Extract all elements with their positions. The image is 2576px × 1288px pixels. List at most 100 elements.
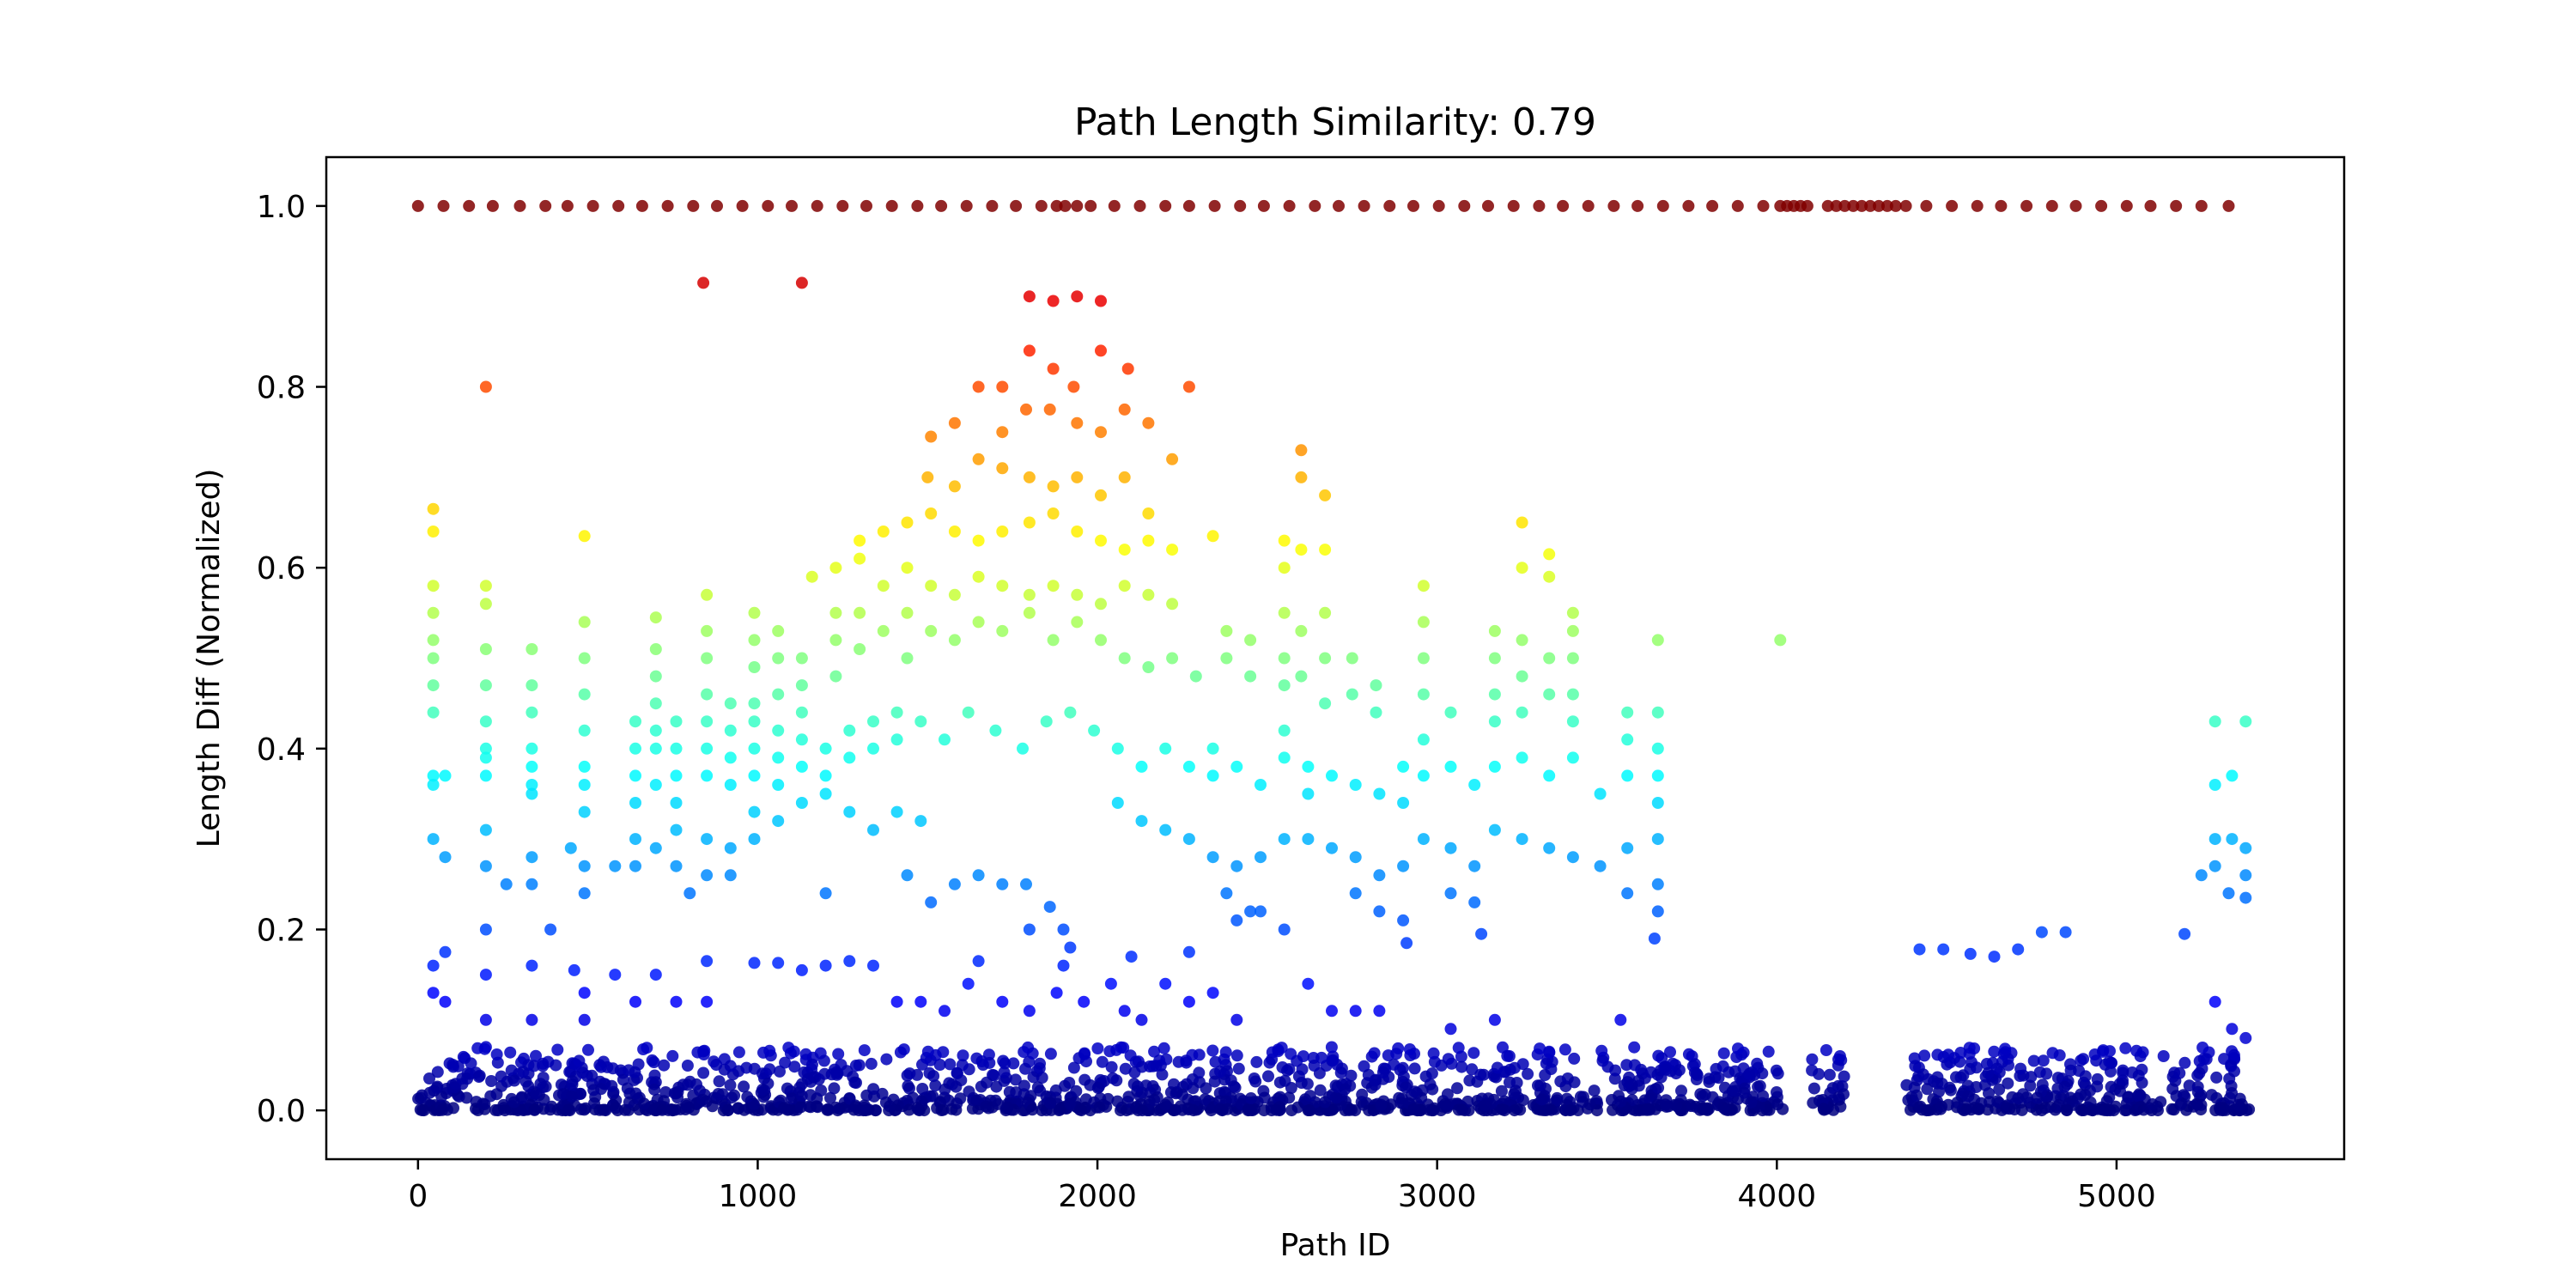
data-point — [1771, 1086, 1783, 1098]
data-point — [772, 751, 785, 764]
data-point — [748, 769, 761, 782]
data-point — [1607, 199, 1620, 212]
data-point — [1174, 1100, 1187, 1113]
data-point — [505, 1064, 518, 1077]
data-point — [1278, 833, 1291, 846]
data-point — [1273, 1076, 1286, 1089]
data-point — [1400, 1081, 1413, 1094]
data-point — [1551, 1091, 1564, 1104]
data-point — [1166, 652, 1179, 665]
data-point — [578, 688, 591, 701]
data-point — [1315, 1051, 1328, 1064]
data-point — [854, 606, 866, 619]
data-point — [669, 1103, 682, 1116]
data-point — [998, 1074, 1011, 1087]
data-point — [2069, 199, 2082, 212]
data-point — [1566, 652, 1579, 665]
data-point — [1545, 1103, 1558, 1116]
data-point — [550, 1059, 562, 1072]
data-point — [1302, 833, 1315, 846]
data-point — [1568, 1076, 1581, 1089]
x-tick-label: 1000 — [719, 1179, 798, 1214]
data-point — [724, 724, 737, 737]
data-point — [708, 1055, 720, 1068]
data-point — [724, 841, 737, 854]
data-point — [1314, 1084, 1327, 1097]
data-point — [1491, 1061, 1504, 1074]
data-point — [987, 1069, 1000, 1082]
data-point — [2061, 1104, 2074, 1116]
data-point — [1070, 1084, 1083, 1097]
data-point — [1566, 606, 1579, 619]
data-point — [1743, 1067, 1756, 1080]
data-point — [829, 606, 842, 619]
data-point — [2044, 1101, 2057, 1114]
data-point — [927, 1070, 940, 1083]
data-point — [1373, 869, 1386, 882]
data-point — [1516, 833, 1528, 846]
data-point — [701, 688, 714, 701]
data-point — [1417, 652, 1430, 665]
data-point — [2208, 995, 2221, 1008]
data-point — [2002, 1077, 2014, 1090]
data-point — [1105, 1060, 1118, 1073]
data-point — [925, 507, 938, 519]
data-point — [1258, 1091, 1271, 1104]
data-point — [2014, 1062, 2027, 1075]
data-point — [957, 1049, 969, 1062]
data-point — [2239, 1031, 2252, 1044]
data-point — [649, 779, 662, 791]
data-point — [465, 1057, 477, 1070]
data-point — [1670, 1099, 1683, 1112]
data-point — [2205, 1089, 2218, 1102]
data-point — [1301, 1078, 1314, 1091]
data-point — [530, 1087, 543, 1099]
data-point — [1504, 1076, 1516, 1089]
data-point — [1230, 914, 1243, 927]
data-point — [1514, 1103, 1527, 1116]
data-point — [817, 1054, 830, 1067]
data-point — [1242, 1104, 1255, 1117]
data-point — [508, 1074, 521, 1087]
data-point — [819, 887, 832, 900]
data-point — [1020, 878, 1032, 890]
data-point — [748, 634, 761, 647]
data-point — [986, 199, 999, 212]
data-point — [1278, 534, 1291, 547]
points-layer — [411, 199, 2256, 1117]
data-point — [2104, 1045, 2116, 1058]
data-point — [1806, 1053, 1819, 1066]
data-point — [1644, 1066, 1657, 1078]
data-point — [670, 797, 683, 809]
data-point — [975, 1055, 988, 1067]
data-point — [795, 679, 808, 692]
data-point — [1889, 199, 1902, 212]
data-point — [629, 797, 641, 809]
data-point — [903, 1067, 916, 1080]
data-point — [779, 1056, 792, 1069]
data-point — [937, 1046, 950, 1059]
data-point — [1716, 1060, 1729, 1072]
data-point — [890, 805, 903, 818]
data-point — [1488, 652, 1501, 665]
data-point — [732, 1102, 744, 1115]
data-point — [1419, 1070, 1432, 1083]
data-point — [890, 995, 903, 1008]
data-point — [1516, 751, 1528, 764]
data-point — [784, 1047, 797, 1060]
data-point — [1648, 933, 1661, 945]
data-point — [2196, 1042, 2209, 1054]
data-point — [772, 815, 785, 828]
data-point — [681, 1060, 694, 1072]
data-point — [1250, 1055, 1263, 1068]
data-point — [526, 878, 538, 890]
data-point — [1044, 1048, 1057, 1060]
data-point — [1452, 1103, 1465, 1116]
plot-frame — [325, 155, 2346, 1161]
data-point — [2114, 1084, 2126, 1097]
data-point — [2027, 1054, 2040, 1067]
data-point — [479, 679, 492, 692]
data-point — [1540, 1057, 1552, 1070]
data-point — [2193, 1054, 2206, 1067]
data-point — [526, 760, 538, 773]
